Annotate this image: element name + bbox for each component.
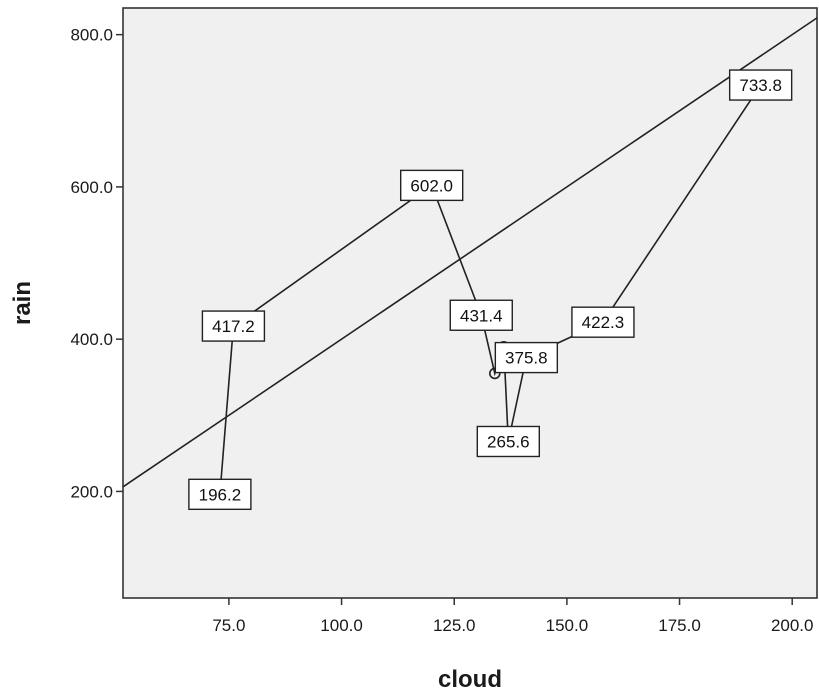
x-tick-label: 175.0 — [658, 616, 701, 635]
x-tick-label: 150.0 — [546, 616, 589, 635]
y-tick-label: 400.0 — [70, 330, 113, 349]
data-label-box — [476, 425, 541, 458]
data-label: 422.3 — [571, 306, 635, 338]
data-label-box — [399, 169, 464, 202]
data-label-text: 422.3 — [582, 313, 625, 332]
reference-line — [122, 17, 818, 488]
data-label-box — [728, 69, 793, 101]
x-axis: 75.0 100.0 125.0 150.0 175.0 200.0 — [212, 598, 813, 635]
data-label-box — [571, 306, 635, 338]
data-label-text: 602.0 — [410, 176, 453, 195]
data-label: 196.2 — [188, 478, 252, 511]
data-label-text: 417.2 — [212, 317, 255, 336]
data-label: 431.4 — [449, 299, 513, 331]
y-axis: 200.0 400.0 600.0 800.0 — [70, 26, 123, 501]
x-tick-label: 75.0 — [212, 616, 245, 635]
data-label-box — [449, 299, 513, 331]
data-label-box — [494, 341, 559, 374]
data-label-text: 375.8 — [505, 349, 548, 368]
x-axis-title: cloud — [438, 666, 502, 693]
x-tick-label: 125.0 — [433, 616, 476, 635]
data-label-box — [201, 310, 266, 342]
data-label: 265.6 — [476, 425, 541, 458]
y-axis-title: rain — [9, 281, 36, 325]
plot-area: 200.0 400.0 600.0 800.0 75.0 100.0 125.0 150.0… — [70, 7, 818, 635]
data-label: 417.2 — [201, 310, 266, 342]
data-label: 733.8 — [728, 69, 793, 101]
data-labels: 196.2 417.2 602.0 431.4 265.6 375.8 422.3 733.8 — [188, 69, 793, 511]
x-tick-label: 200.0 — [771, 616, 814, 635]
y-tick-label: 600.0 — [70, 178, 113, 197]
y-tick-label: 800.0 — [70, 26, 113, 45]
x-tick-label: 100.0 — [320, 616, 363, 635]
data-label-text: 265.6 — [487, 432, 530, 451]
data-label: 602.0 — [399, 169, 464, 202]
data-label: 375.8 — [494, 341, 559, 374]
data-label-text: 431.4 — [460, 306, 503, 325]
data-label-text: 733.8 — [739, 76, 782, 95]
data-label-box — [188, 478, 252, 511]
data-label-text: 196.2 — [199, 485, 242, 504]
y-tick-label: 200.0 — [70, 482, 113, 501]
